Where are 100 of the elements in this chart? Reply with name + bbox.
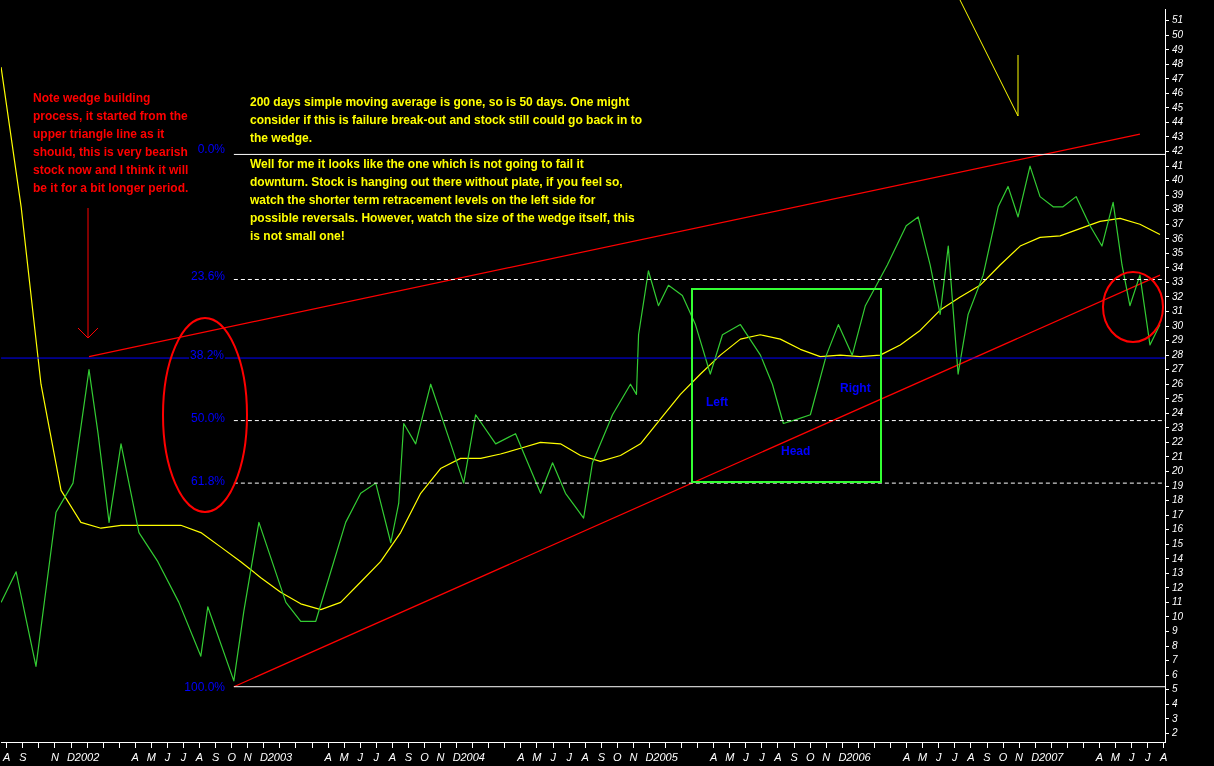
- x-tick-label: D: [67, 750, 76, 763]
- annotation: 61.8%: [190, 473, 225, 490]
- y-tick-label: 25: [1171, 392, 1184, 404]
- x-tick-label: 2007: [1037, 750, 1065, 763]
- annotation: 23.6%: [190, 268, 225, 285]
- x-tick-label: A: [516, 750, 525, 763]
- x-tick-label: M: [918, 750, 929, 763]
- x-tick-label: J: [1143, 750, 1151, 763]
- y-tick-label: 42: [1172, 145, 1184, 157]
- y-tick-label: 46: [1172, 87, 1184, 99]
- x-tick-label: A: [1094, 750, 1104, 763]
- x-tick-label: J: [742, 750, 750, 763]
- x-tick-label: J: [372, 750, 380, 763]
- x-tick-label: M: [725, 750, 736, 763]
- y-tick-label: 35: [1172, 247, 1184, 259]
- y-tick-label: 7: [1172, 654, 1178, 666]
- x-tick-label: J: [163, 750, 171, 763]
- x-tick-label: A: [194, 750, 204, 763]
- x-tick-label: S: [983, 750, 992, 763]
- y-tick-label: 30: [1172, 319, 1184, 331]
- y-tick-label: 3: [1172, 712, 1178, 724]
- x-tick-label: S: [404, 750, 413, 763]
- x-tick-label: A: [966, 750, 975, 763]
- y-tick-label: 20: [1171, 465, 1184, 477]
- y-tick-label: 9: [1172, 625, 1178, 637]
- y-tick-label: 37: [1172, 218, 1184, 230]
- y-tick-label: 28: [1171, 348, 1184, 360]
- x-tick-label: S: [597, 750, 606, 763]
- x-tick-label: J: [758, 750, 766, 763]
- annotation: 0.0%: [197, 141, 225, 158]
- annotation: 50.0%: [190, 410, 225, 427]
- y-tick-label: 39: [1172, 188, 1184, 200]
- x-tick-label: A: [323, 750, 332, 763]
- y-tick-label: 49: [1172, 43, 1184, 55]
- y-tick-label: 24: [1171, 407, 1184, 419]
- y-tick-label: 8: [1172, 639, 1178, 651]
- annotation: Note wedge building process, it started from the upper triangle line as it should, this is very bearish stock now and I think it will be it for a bit longer period.: [33, 91, 189, 195]
- y-tick-label: 6: [1172, 668, 1178, 680]
- x-tick-label: A: [130, 750, 139, 763]
- annotation: Well for me it looks like the one which is not going to fail it downturn. Stock is hanging out there without plate, if you feel so, watch the shorter term retracement levels on the left side for possible reversals. However, watch the size of the wedge itself, this is not small one!: [250, 156, 636, 245]
- annotation: 38.2%: [188, 346, 225, 364]
- x-tick-label: D: [645, 750, 654, 763]
- x-tick-label: D: [259, 750, 268, 763]
- x-tick-label: N: [50, 750, 59, 763]
- x-tick-label: D: [1031, 750, 1040, 763]
- y-tick-label: 16: [1172, 523, 1184, 535]
- y-tick-label: 14: [1172, 552, 1184, 564]
- y-tick-label: 38: [1172, 203, 1184, 215]
- y-tick-label: 21: [1171, 450, 1184, 462]
- x-tick-label: N: [1015, 750, 1024, 763]
- x-tick-label: N: [629, 750, 638, 763]
- y-tick-label: 17: [1172, 508, 1184, 520]
- y-tick-label: 2: [1171, 727, 1178, 739]
- y-tick-label: 10: [1172, 610, 1184, 622]
- x-tick-label: 2002: [73, 750, 100, 763]
- annotation: Left: [706, 394, 728, 411]
- y-tick-label: 27: [1171, 363, 1184, 375]
- annotation: 200 days simple moving average is gone, so is 50 days. One might consider if this is failure break-out and stock still could go back in to the wedge.: [250, 94, 644, 147]
- x-tick-label: J: [935, 750, 943, 763]
- y-tick-label: 36: [1172, 232, 1184, 244]
- x-tick-label: A: [2, 750, 11, 763]
- y-tick-label: 26: [1171, 378, 1184, 390]
- x-tick-label: J: [549, 750, 557, 763]
- y-tick-label: 4: [1172, 697, 1178, 709]
- y-tick-label: 11: [1172, 596, 1183, 608]
- x-tick-label: D: [838, 750, 847, 763]
- y-tick-label: 29: [1171, 334, 1184, 346]
- x-tick-label: 2006: [845, 750, 872, 763]
- y-tick-label: 15: [1172, 537, 1184, 549]
- y-tick-label: 12: [1172, 581, 1184, 593]
- x-tick-label: J: [179, 750, 187, 763]
- y-tick-label: 41: [1172, 159, 1184, 171]
- x-tick-label: N: [436, 750, 445, 763]
- x-tick-label: M: [532, 750, 543, 763]
- x-tick-label: M: [146, 750, 157, 763]
- annotation: 100.0%: [184, 679, 225, 696]
- y-tick-label: 51: [1172, 14, 1184, 26]
- x-tick-label: O: [420, 750, 430, 763]
- annotation: Head: [781, 443, 811, 460]
- y-tick-label: 13: [1172, 567, 1184, 579]
- y-tick-label: 40: [1172, 174, 1184, 186]
- y-tick-label: 47: [1172, 72, 1184, 84]
- x-tick-label: 2003: [266, 750, 294, 763]
- y-tick-label: 5: [1172, 683, 1178, 695]
- y-tick-label: 31: [1172, 305, 1184, 317]
- y-tick-label: 22: [1171, 436, 1184, 448]
- y-tick-label: 45: [1172, 101, 1184, 113]
- x-tick-label: J: [951, 750, 959, 763]
- x-tick-label: S: [212, 750, 221, 763]
- x-tick-label: O: [805, 750, 815, 763]
- x-tick-label: O: [613, 750, 623, 763]
- y-tick-label: 44: [1172, 116, 1184, 128]
- x-tick-label: O: [998, 750, 1008, 763]
- y-tick-label: 32: [1172, 290, 1184, 302]
- x-tick-label: S: [790, 750, 799, 763]
- y-tick-label: 50: [1172, 28, 1184, 40]
- x-tick-label: A: [1158, 750, 1168, 763]
- y-tick-label: 43: [1172, 130, 1184, 142]
- x-tick-label: A: [580, 750, 589, 763]
- y-tick-label: 33: [1172, 276, 1184, 288]
